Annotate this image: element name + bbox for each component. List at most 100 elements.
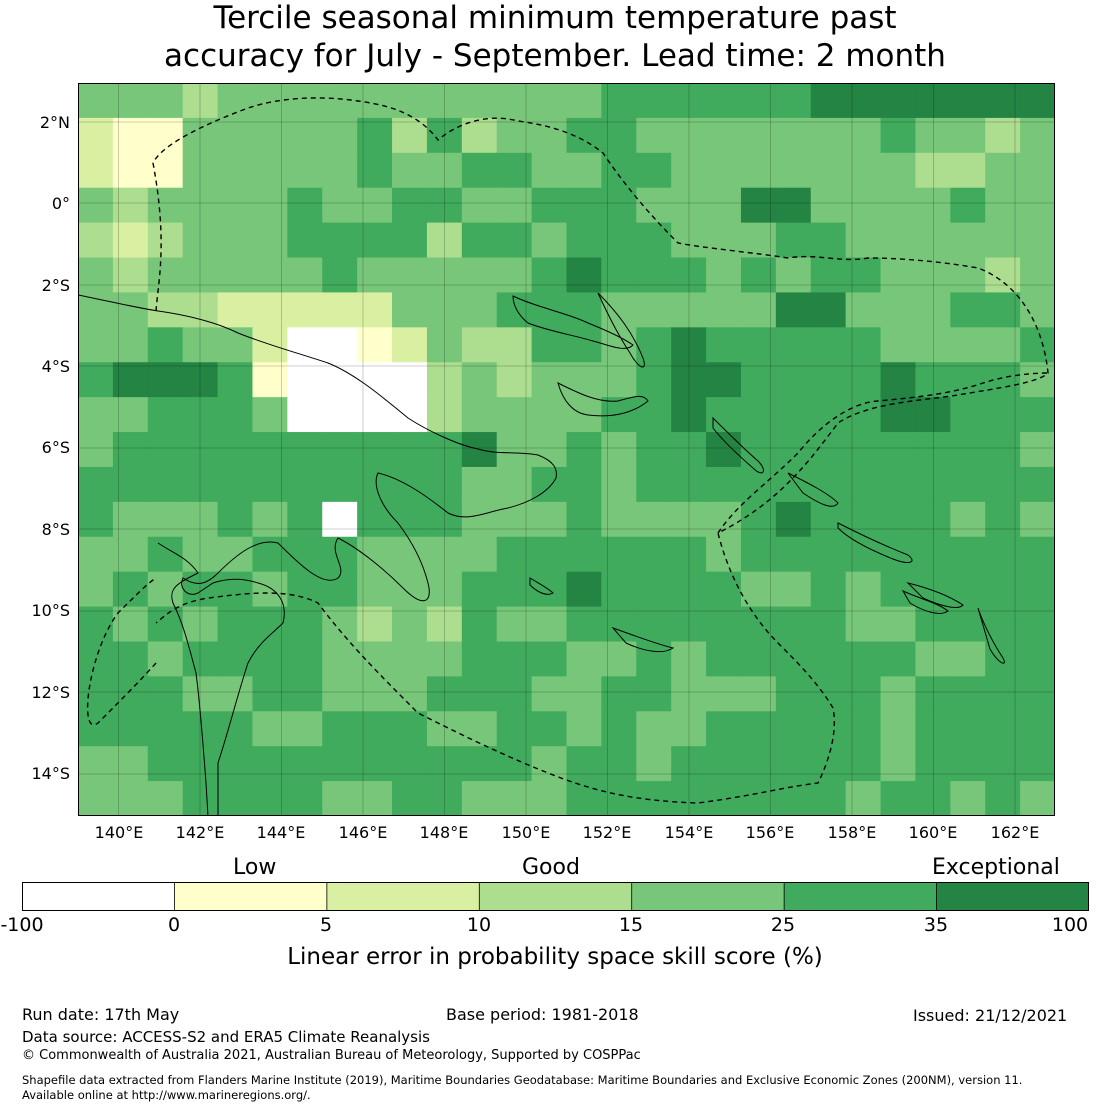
skill-cell <box>252 222 288 259</box>
skill-cell <box>740 152 777 189</box>
skill-cell <box>322 641 358 677</box>
colorbar-segment <box>478 882 633 911</box>
skill-cell <box>880 781 917 816</box>
skill-cell <box>392 501 428 538</box>
skill-cell <box>915 397 951 433</box>
skill-cell <box>706 606 742 643</box>
skill-cell <box>112 222 149 259</box>
skill-cell <box>287 606 323 643</box>
skill-cell <box>78 187 114 224</box>
colorbar-category-low: Low <box>233 855 277 880</box>
skill-cell <box>601 397 637 433</box>
skill-cell <box>880 641 917 677</box>
skill-cell <box>112 397 149 433</box>
skill-cell <box>392 606 428 643</box>
skill-cell <box>985 222 1021 259</box>
skill-cell <box>950 676 986 712</box>
skill-cell <box>566 536 602 573</box>
skill-cell <box>461 746 498 782</box>
skill-cell <box>287 676 323 712</box>
skill-cell <box>566 781 602 816</box>
skill-cell <box>182 432 219 468</box>
skill-cell <box>217 222 254 259</box>
skill-cell <box>601 571 637 608</box>
skill-cell <box>252 501 288 538</box>
skill-cell <box>601 152 637 189</box>
skill-cell <box>496 432 533 468</box>
skill-cell <box>217 711 254 747</box>
skill-cell <box>78 222 114 259</box>
skill-cell <box>217 397 254 433</box>
skill-cell <box>461 676 498 712</box>
skill-cell <box>182 292 219 328</box>
skill-cell <box>740 571 777 608</box>
skill-cell <box>322 746 358 782</box>
skill-cell <box>461 606 498 643</box>
skill-cell <box>740 397 777 433</box>
skill-cell <box>112 187 149 224</box>
colorbar-segment <box>936 882 1089 911</box>
solomon-islands-3-coastline <box>906 582 964 608</box>
skill-cell <box>426 781 463 816</box>
skill-cell <box>322 781 358 816</box>
skill-cell <box>950 292 986 328</box>
skill-cell <box>252 292 288 328</box>
skill-cell <box>706 292 742 328</box>
skill-cell <box>775 397 812 433</box>
skill-cell <box>740 746 777 782</box>
skill-cell <box>78 746 114 782</box>
skill-cell <box>950 501 986 538</box>
skill-cell <box>392 117 428 154</box>
skill-cell <box>775 187 812 224</box>
skill-cell <box>217 536 254 573</box>
skill-cell <box>182 606 219 643</box>
skill-cell <box>775 466 812 503</box>
skill-cell <box>1020 222 1055 259</box>
skill-cell <box>845 536 882 573</box>
skill-cell <box>601 676 637 712</box>
skill-cell <box>985 257 1021 294</box>
skill-cell <box>636 606 672 643</box>
lon-label-142e: 142°E <box>175 823 225 842</box>
skill-cell <box>601 466 637 503</box>
skill-cell <box>252 746 288 782</box>
skill-cell <box>426 676 463 712</box>
skill-cell <box>461 571 498 608</box>
skill-cell <box>252 536 288 573</box>
skill-cell <box>566 397 602 433</box>
skill-cell <box>252 83 288 119</box>
skill-cell <box>915 83 951 119</box>
skill-cell <box>531 501 568 538</box>
skill-cell <box>287 362 323 398</box>
skill-cell <box>217 432 254 468</box>
skill-cell <box>217 746 254 782</box>
skill-cell <box>845 83 882 119</box>
skill-cell <box>845 117 882 154</box>
skill-cell <box>531 676 568 712</box>
colorbar-tick-0: 0 <box>167 914 181 936</box>
coastlines <box>78 292 1005 816</box>
png-eez-boundary <box>152 97 1049 804</box>
skill-cell <box>880 606 917 643</box>
skill-cell <box>810 711 847 747</box>
colorbar-segment <box>326 882 481 911</box>
skill-cell <box>985 571 1021 608</box>
lat-label-8s: 8°S <box>41 520 70 539</box>
skill-cell <box>810 83 847 119</box>
skill-cell <box>775 257 812 294</box>
skill-cell <box>880 187 917 224</box>
skill-cell <box>182 362 219 398</box>
skill-cell <box>601 641 637 677</box>
skill-cell <box>636 536 672 573</box>
skill-cell <box>810 501 847 538</box>
skill-cell <box>880 711 917 747</box>
skill-cell <box>252 117 288 154</box>
skill-cell <box>915 292 951 328</box>
skill-cell <box>1020 187 1055 224</box>
skill-cell <box>671 257 707 294</box>
skill-cell <box>322 117 358 154</box>
skill-cell <box>392 257 428 294</box>
skill-cell <box>810 362 847 398</box>
skill-cell <box>671 536 707 573</box>
skill-cell <box>740 327 777 363</box>
